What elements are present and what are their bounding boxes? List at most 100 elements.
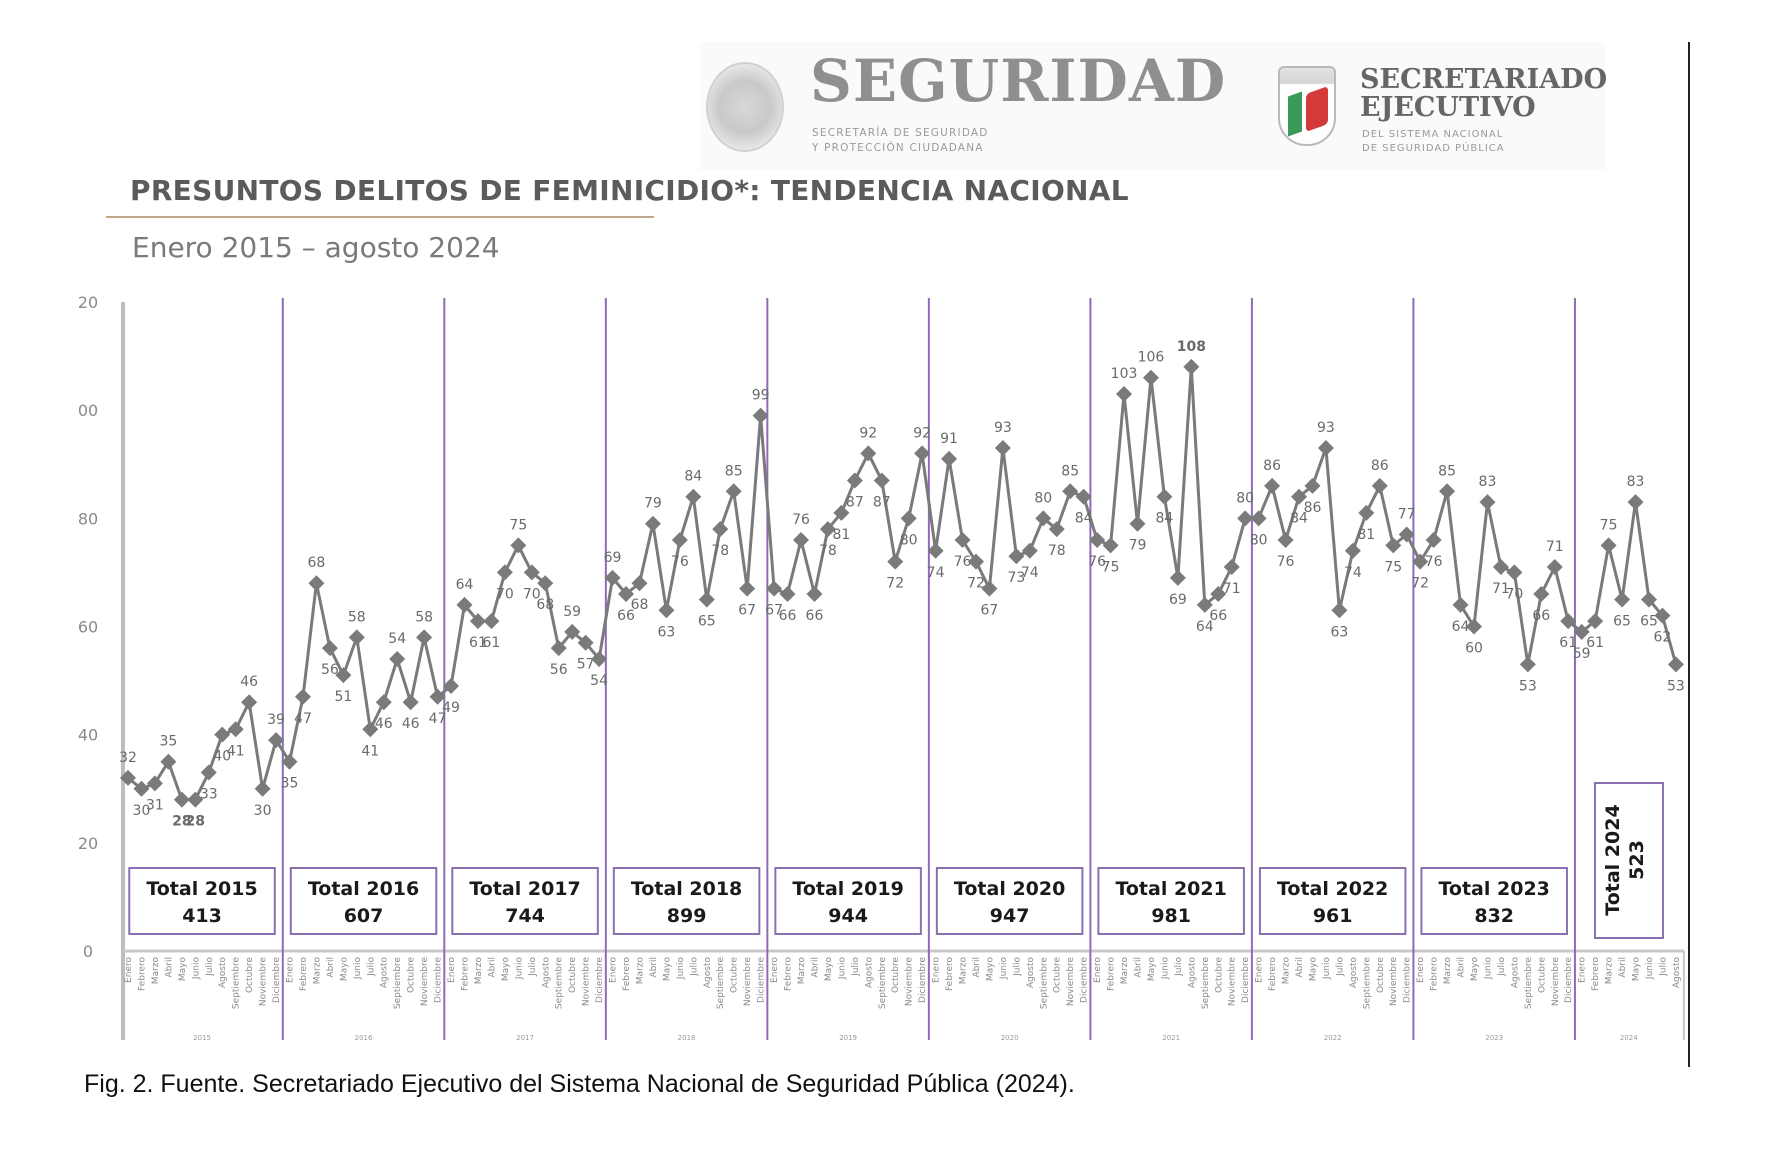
- data-point-marker: [443, 677, 460, 694]
- data-point-marker: [1304, 477, 1321, 494]
- data-point-marker: [739, 580, 756, 597]
- data-point-marker: [120, 769, 136, 786]
- x-month-label: Noviembre: [743, 957, 753, 1007]
- data-value-label: 66: [1532, 608, 1550, 624]
- data-point-marker: [618, 586, 635, 603]
- data-point-marker: [1129, 515, 1146, 532]
- data-value-label: 78: [819, 543, 837, 559]
- x-month-label: Octubre: [891, 957, 901, 993]
- data-value-label: 47: [294, 711, 312, 727]
- data-value-label: 47: [429, 711, 447, 727]
- x-month-label: Junio: [1645, 957, 1655, 981]
- data-value-label: 41: [227, 743, 245, 759]
- sesnsp-title-line2: EJECUTIVO: [1360, 92, 1536, 123]
- data-value-label: 66: [779, 608, 797, 624]
- y-tick-label: 00: [78, 401, 98, 420]
- data-point-marker: [173, 791, 190, 808]
- data-point-marker: [604, 569, 621, 586]
- data-point-marker: [564, 623, 581, 640]
- data-point-marker: [766, 580, 783, 597]
- year-total-title: Total 2020: [954, 878, 1065, 900]
- data-point-marker: [308, 575, 325, 592]
- data-point-marker: [658, 602, 675, 619]
- data-value-label: 61: [1586, 635, 1604, 651]
- x-month-label: Enero: [1255, 957, 1265, 983]
- data-point-marker: [1425, 531, 1442, 548]
- data-value-label: 80: [1250, 532, 1268, 548]
- data-value-label: 85: [1061, 463, 1079, 479]
- chart-title: PRESUNTOS DELITOS DE FEMINICIDIO*: TENDE…: [130, 174, 1129, 207]
- year-total-box: [612, 867, 761, 935]
- year-total-box: [451, 867, 599, 935]
- x-month-label: Mayo: [501, 957, 511, 982]
- data-value-label: 53: [1519, 678, 1537, 694]
- x-month-label: Julio: [528, 957, 538, 977]
- x-month-label: Febrero: [1591, 957, 1601, 991]
- data-point-marker: [1291, 488, 1308, 505]
- data-value-label: 65: [1640, 613, 1658, 629]
- data-point-marker: [671, 531, 688, 548]
- data-point-marker: [1519, 656, 1536, 673]
- x-month-label: Septiembre: [555, 957, 565, 1010]
- x-month-label: Mayo: [1632, 957, 1642, 982]
- x-month-label: Octubre: [568, 957, 578, 993]
- data-value-label: 59: [563, 604, 581, 620]
- data-point-marker: [510, 537, 527, 554]
- data-value-label: 64: [1452, 619, 1470, 635]
- data-value-label: 83: [1627, 474, 1645, 490]
- data-value-label: 83: [1479, 474, 1497, 490]
- year-total-value: 947: [990, 905, 1030, 927]
- x-month-label: Diciembre: [595, 957, 605, 1003]
- data-value-label: 40: [213, 749, 231, 765]
- data-value-label: 76: [954, 554, 972, 570]
- x-month-label: Mayo: [662, 957, 672, 982]
- data-value-label: 80: [900, 532, 918, 548]
- x-month-label: Marzo: [1282, 957, 1292, 985]
- year-total-title: Total 2016: [308, 878, 419, 900]
- data-value-label: 108: [1177, 339, 1206, 355]
- x-month-label: Abril: [972, 957, 982, 978]
- data-value-label: 71: [1546, 539, 1564, 555]
- seguridad-logo-title: SEGURIDAD: [810, 47, 1227, 115]
- data-value-label: 68: [536, 597, 554, 613]
- data-value-label: 68: [308, 555, 326, 571]
- x-month-label: Julio: [1174, 957, 1184, 977]
- x-month-label: Abril: [1295, 957, 1305, 978]
- data-value-label: 76: [671, 554, 689, 570]
- data-value-label: 92: [859, 425, 877, 441]
- data-value-label: 84: [1075, 511, 1093, 527]
- data-value-label: 56: [550, 662, 568, 678]
- data-value-label: 86: [1371, 458, 1389, 474]
- data-value-label: 64: [1196, 619, 1214, 635]
- data-point-marker: [1331, 602, 1348, 619]
- x-month-label: Agosto: [864, 957, 874, 989]
- data-point-marker: [591, 650, 608, 667]
- data-value-label: 39: [267, 712, 285, 728]
- x-month-label: Mayo: [1308, 957, 1318, 982]
- year-total-value: 607: [344, 905, 384, 927]
- data-point-marker: [1452, 596, 1469, 613]
- x-month-label: Marzo: [151, 957, 161, 985]
- data-value-label: 85: [725, 463, 743, 479]
- data-value-label: 71: [1492, 581, 1510, 597]
- data-value-label: 76: [1088, 554, 1106, 570]
- x-month-label: Diciembre: [272, 957, 282, 1003]
- x-month-label: Enero: [932, 957, 942, 983]
- data-point-marker: [227, 721, 244, 738]
- data-point-marker: [402, 694, 419, 711]
- x-month-label: Abril: [1618, 957, 1628, 978]
- x-month-label: Octubre: [1053, 957, 1063, 993]
- x-month-label: Noviembre: [1551, 957, 1561, 1007]
- data-point-marker: [1116, 385, 1133, 402]
- data-point-marker: [1506, 564, 1523, 581]
- data-value-label: 66: [1209, 608, 1227, 624]
- year-total-value: 944: [828, 905, 868, 927]
- x-month-label: Agosto: [380, 957, 390, 989]
- x-year-label: 2024: [1620, 1034, 1638, 1042]
- x-month-label: Diciembre: [1564, 957, 1574, 1003]
- x-month-label: Agosto: [1510, 957, 1520, 989]
- data-point-marker: [294, 688, 311, 705]
- data-value-label: 92: [913, 425, 931, 441]
- data-value-label: 46: [240, 674, 258, 690]
- data-point-marker: [967, 553, 984, 570]
